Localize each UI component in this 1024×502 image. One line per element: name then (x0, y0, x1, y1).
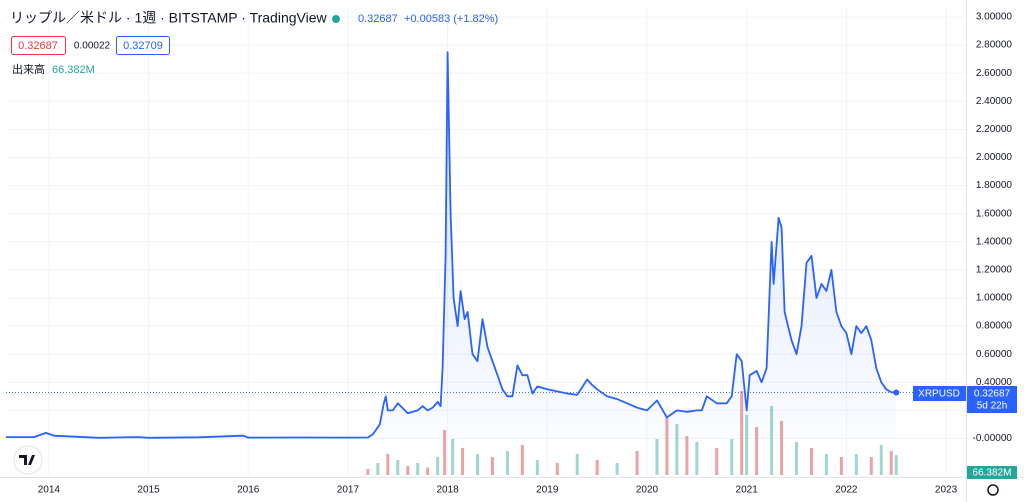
x-tick-label: 2023 (935, 485, 958, 496)
volume-bar (396, 460, 400, 475)
volume-bar (824, 454, 828, 475)
volume-bar (461, 448, 465, 475)
volume-bar (575, 454, 579, 475)
status-dot (332, 15, 340, 23)
countdown: 5d 22h (977, 401, 1008, 412)
bid-box[interactable] (11, 36, 66, 55)
volume-bar (755, 427, 759, 475)
y-tick-label: 1.60000 (976, 208, 1013, 219)
ask-box[interactable] (116, 36, 170, 55)
volume-bar (665, 418, 669, 475)
volume-bar (635, 451, 639, 475)
volume-bar (505, 451, 509, 475)
volume-bar (615, 463, 619, 475)
logo-mark (19, 455, 35, 465)
volume-bar (655, 439, 659, 475)
y-tick-label: 2.60000 (976, 68, 1013, 79)
volume-tag (967, 466, 1017, 479)
settings-icon[interactable] (987, 484, 999, 496)
y-tick-label: 0.60000 (976, 349, 1013, 360)
y-tick-label: 3.00000 (976, 12, 1013, 23)
volume-value: 66.382M (52, 64, 95, 76)
symbol: XRPUSD (918, 389, 960, 400)
ask: 0.32709 (123, 40, 163, 52)
volume-bar (451, 439, 455, 475)
volume-bar (839, 457, 843, 475)
volume-bar (695, 442, 699, 475)
volume-bar (520, 445, 524, 475)
spread: 0.00022 (74, 41, 111, 52)
volume-bar (889, 451, 893, 475)
chart-title: リップル／米ドル · 1週 · BITSTAMP · TradingView (10, 10, 328, 26)
volume-bar (376, 463, 380, 475)
x-tick-label: 2014 (38, 485, 61, 496)
y-tick-label: 1.20000 (976, 265, 1013, 276)
x-tick-label: 2022 (835, 485, 858, 496)
volume-bar (795, 442, 799, 475)
volume-bar (809, 448, 813, 475)
volume-bar (675, 424, 679, 475)
x-tick-label: 2019 (536, 485, 559, 496)
x-tick-label: 2021 (736, 485, 759, 496)
y-tick-label: 2.20000 (976, 124, 1013, 135)
symbol-tag (913, 386, 966, 401)
volume-title: 出来高 (12, 62, 45, 76)
price-change: +0.00583 (+1.82%) (404, 13, 498, 25)
price-tag-value: 0.32687 (974, 389, 1011, 400)
volume-bar (443, 430, 447, 475)
volume-bar (730, 439, 734, 475)
volume-bar (555, 463, 559, 475)
volume-bar (436, 457, 440, 475)
volume-bar (715, 448, 719, 475)
volume-tag-value: 66.382M (973, 468, 1012, 479)
volume-bar (406, 466, 410, 475)
volume-bar (490, 457, 494, 475)
y-tick-label: -0.00000 (973, 433, 1013, 444)
volume-bar (386, 454, 390, 475)
y-tick-label: 1.40000 (976, 236, 1013, 247)
volume-bar (535, 460, 539, 475)
volume-bar (780, 421, 784, 475)
y-tick-label: 2.00000 (976, 152, 1013, 163)
volume-bar (869, 457, 873, 475)
volume-bar (426, 467, 430, 475)
y-tick-label: 0.80000 (976, 321, 1013, 332)
y-tick-label: 1.00000 (976, 293, 1013, 304)
y-tick-label: 2.80000 (976, 40, 1013, 51)
last-price: 0.32687 (358, 13, 398, 25)
price-tag (967, 386, 1017, 413)
volume-bar (745, 415, 749, 475)
x-tick-label: 2017 (337, 485, 360, 496)
volume-bar (476, 454, 480, 475)
volume-bar (770, 406, 774, 475)
y-tick-label: 1.80000 (976, 180, 1013, 191)
volume-bar (685, 436, 689, 475)
price-line (6, 51, 897, 439)
volume-bar (879, 445, 883, 475)
y-tick-label: 2.40000 (976, 96, 1013, 107)
x-tick-label: 2020 (636, 485, 659, 496)
volume-bar (416, 463, 420, 475)
volume-bar (894, 455, 898, 475)
last-point (893, 389, 900, 396)
volume-bar (854, 454, 858, 475)
x-tick-label: 2018 (436, 485, 459, 496)
volume-bar (366, 469, 370, 475)
bid: 0.32687 (18, 40, 58, 52)
x-tick-label: 2015 (137, 485, 160, 496)
logo[interactable] (13, 445, 43, 475)
y-tick-label: 0.40000 (976, 377, 1013, 388)
volume-bar (595, 460, 599, 475)
x-tick-label: 2016 (237, 485, 260, 496)
